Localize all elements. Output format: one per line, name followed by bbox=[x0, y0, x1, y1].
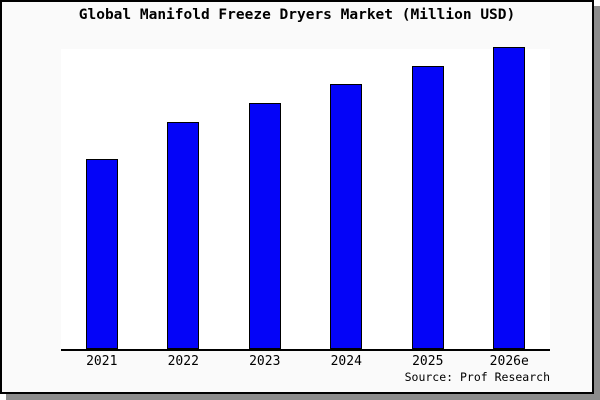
x-axis-labels: 2021 2022 2023 2024 2025 2026e bbox=[61, 354, 550, 369]
bar-2023 bbox=[248, 102, 281, 349]
source-credit: Source: Prof Research bbox=[404, 370, 550, 384]
bar-slot-2024 bbox=[306, 49, 388, 349]
x-tick-label-2024: 2024 bbox=[330, 354, 362, 369]
bar-slot-2026e bbox=[469, 47, 551, 349]
bar-2021 bbox=[85, 158, 118, 349]
plot-area bbox=[61, 47, 551, 351]
x-tick-label-2023: 2023 bbox=[249, 354, 281, 369]
chart-title: Global Manifold Freeze Dryers Market (Mi… bbox=[78, 7, 516, 23]
chart-card: Global Manifold Freeze Dryers Market (Mi… bbox=[0, 0, 594, 394]
bar-slot-2025 bbox=[387, 49, 469, 349]
bar-2024 bbox=[330, 83, 363, 349]
bar-slot-2021 bbox=[61, 49, 143, 349]
bar-slot-2023 bbox=[224, 49, 306, 349]
bar-slot-2022 bbox=[143, 49, 225, 349]
x-tick-label-2025: 2025 bbox=[412, 354, 444, 369]
bar-2026e bbox=[493, 47, 526, 349]
bar-2022 bbox=[167, 121, 200, 349]
bar-2025 bbox=[411, 66, 444, 349]
bars-container bbox=[61, 47, 551, 349]
x-tick-label-2022: 2022 bbox=[167, 354, 199, 369]
x-tick-label-2026e: 2026e bbox=[489, 354, 529, 369]
x-tick-label-2021: 2021 bbox=[86, 354, 118, 369]
